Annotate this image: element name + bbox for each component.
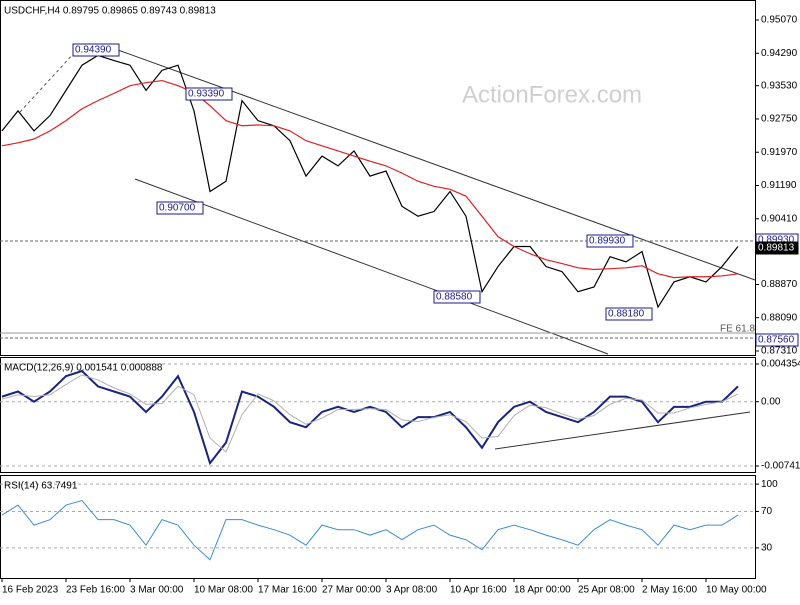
annotation-box — [605, 307, 653, 321]
annotation: 0.88580 — [436, 292, 473, 303]
annotation: 0.94390 — [75, 45, 112, 56]
x-tick-label: 25 Apr 08:00 — [578, 585, 635, 596]
x-tick-label: 10 Mar 08:00 — [194, 585, 253, 596]
x-tick-label: 3 Mar 00:00 — [130, 585, 184, 596]
annotation-box — [185, 87, 233, 101]
y-tick-label: 0.004354 — [761, 359, 800, 370]
y-tick-label: 100 — [761, 479, 778, 490]
annotation: 0.93390 — [188, 89, 225, 100]
channel-lower — [134, 178, 609, 355]
y-tick-label: 0.94290 — [761, 48, 798, 59]
y-tick-label: 0.88870 — [761, 279, 798, 290]
last-price-label: 0.89813 — [758, 243, 795, 254]
annotation: 0.90700 — [159, 203, 196, 214]
x-tick-label: 10 Apr 16:00 — [450, 585, 507, 596]
main-panel-frame — [0, 0, 756, 356]
panel-title: RSI(14) 63.7491 — [4, 481, 78, 492]
watermark: ActionForex.com — [462, 81, 642, 108]
series-line — [1, 54, 739, 309]
y-tick-label: 0.90410 — [761, 213, 798, 224]
last-price-label-box — [755, 241, 799, 255]
series-line — [1, 374, 739, 453]
annotation-box — [156, 201, 204, 215]
projection-line — [19, 51, 76, 113]
annotation: FE 61.8 — [720, 324, 755, 335]
y-tick-label: 0.87310 — [761, 346, 798, 357]
y-tick-label: -0.007417 — [761, 461, 800, 472]
annotation: 0.89930 — [589, 236, 626, 247]
level-label: 0.89930 — [758, 235, 795, 246]
series-line — [1, 79, 739, 279]
annotation: 0.88180 — [608, 309, 645, 320]
y-tick-label: 30 — [761, 543, 773, 554]
y-tick-label: 0.00 — [761, 396, 781, 407]
level-label: 0.87560 — [758, 335, 795, 346]
level-label-box — [755, 333, 799, 347]
x-tick-label: 18 Apr 00:00 — [514, 585, 571, 596]
macd-panel-frame — [0, 357, 756, 473]
y-tick-label: 0.92750 — [761, 114, 798, 125]
x-tick-label: 2 May 16:00 — [642, 585, 697, 596]
annotation-box — [586, 234, 634, 248]
macd-trendline — [494, 411, 751, 450]
y-tick-label: 0.93530 — [761, 80, 798, 91]
series-line — [1, 499, 739, 561]
x-tick-label: 10 May 00:00 — [706, 585, 767, 596]
y-tick-label: 0.88090 — [761, 312, 798, 323]
series-line — [1, 369, 739, 466]
annotation-box — [433, 290, 481, 304]
x-tick-label: 23 Feb 16:00 — [66, 585, 125, 596]
x-tick-label: 17 Mar 16:00 — [258, 585, 317, 596]
panel-title: USDCHF,H4 0.89795 0.89865 0.89743 0.8981… — [4, 6, 216, 17]
x-tick-label: 27 Mar 00:00 — [322, 585, 381, 596]
y-tick-label: 0.91190 — [761, 180, 797, 191]
rsi-panel-frame — [0, 475, 756, 579]
x-tick-label: 3 Apr 08:00 — [386, 585, 438, 596]
y-tick-label: 70 — [761, 506, 773, 517]
annotation-box — [72, 43, 120, 57]
y-tick-label: 0.95070 — [761, 15, 798, 26]
x-tick-label: 16 Feb 2023 — [2, 585, 59, 596]
panel-title: MACD(12,26,9) 0.001541 0.000888 — [4, 363, 163, 374]
y-tick-label: 0.91970 — [761, 147, 798, 158]
